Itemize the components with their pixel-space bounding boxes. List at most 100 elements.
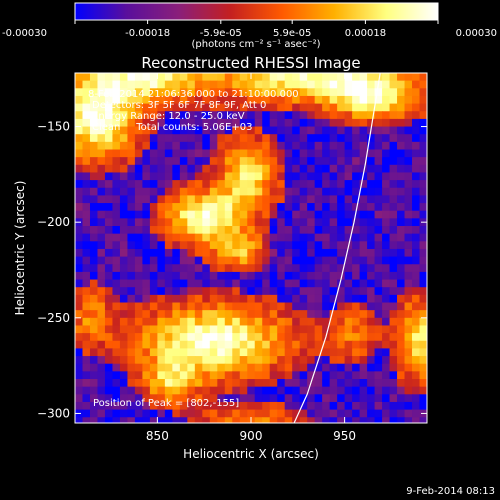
heatmap-cell xyxy=(277,164,286,174)
heatmap-cell xyxy=(344,180,353,189)
heatmap-cell xyxy=(97,180,106,189)
heatmap-cell xyxy=(419,317,427,327)
heatmap-cell xyxy=(224,95,233,105)
heatmap-cell xyxy=(164,386,173,395)
heatmap-cell xyxy=(299,95,308,105)
heatmap-cell xyxy=(352,195,361,204)
heatmap-cell xyxy=(179,379,188,388)
heatmap-cell xyxy=(269,73,278,82)
heatmap-cell xyxy=(104,149,114,158)
heatmap-cell xyxy=(254,180,263,189)
heatmap-cell xyxy=(134,294,143,304)
heatmap-cell xyxy=(134,417,143,423)
heatmap-cell xyxy=(119,141,129,151)
heatmap-cell xyxy=(247,363,256,372)
heatmap-cell xyxy=(397,180,406,189)
heatmap-cell xyxy=(262,386,271,395)
heatmap-cell xyxy=(194,134,203,143)
heatmap-cell xyxy=(412,401,421,411)
heatmap-cell xyxy=(344,149,353,158)
heatmap-cell xyxy=(187,386,196,395)
heatmap-cell xyxy=(247,103,256,112)
heatmap-cell xyxy=(247,241,256,250)
heatmap-cell xyxy=(164,73,173,82)
heatmap-cell xyxy=(299,203,308,212)
heatmap-cell xyxy=(75,271,84,281)
heatmap-cell xyxy=(382,149,391,158)
heatmap-cell xyxy=(322,317,331,327)
heatmap-cell xyxy=(322,88,331,97)
heatmap-cell xyxy=(142,172,151,181)
heatmap-cell xyxy=(404,180,413,189)
heatmap-cell xyxy=(82,149,91,158)
heatmap-cell xyxy=(202,88,211,97)
heatmap-cell xyxy=(262,80,271,89)
heatmap-cell xyxy=(194,241,203,250)
heatmap-cell xyxy=(194,118,203,128)
heatmap-cell xyxy=(374,379,383,388)
heatmap-cell xyxy=(97,157,106,166)
heatmap-cell xyxy=(149,126,158,135)
heatmap-cell xyxy=(404,356,413,365)
heatmap-cell xyxy=(82,73,91,82)
heatmap-cell xyxy=(397,356,406,365)
heatmap-cell xyxy=(299,271,308,281)
heatmap-cell xyxy=(202,141,211,151)
heatmap-cell xyxy=(359,271,368,281)
heatmap-cell xyxy=(194,379,203,388)
heatmap-cell xyxy=(419,333,427,342)
heatmap-cell xyxy=(164,348,173,357)
heatmap-cell xyxy=(134,118,143,128)
heatmap-cell xyxy=(322,348,331,357)
heatmap-cell xyxy=(82,287,91,296)
heatmap-cell xyxy=(224,180,233,189)
heatmap-cell xyxy=(314,317,323,327)
heatmap-cell xyxy=(127,80,136,89)
heatmap-cell xyxy=(247,386,256,395)
heatmap-cell xyxy=(194,317,203,327)
heatmap-cell xyxy=(419,80,427,89)
heatmap-cell xyxy=(149,417,158,423)
heatmap-cell xyxy=(382,95,391,105)
heatmap-cell xyxy=(277,141,286,151)
heatmap-cell xyxy=(172,340,181,350)
heatmap-cell xyxy=(277,409,286,418)
heatmap-cell xyxy=(75,88,84,97)
heatmap-cell xyxy=(119,157,129,166)
heatmap-cell xyxy=(247,187,256,196)
heatmap-cell xyxy=(172,134,181,143)
heatmap-cell xyxy=(179,409,188,418)
heatmap-cell xyxy=(187,157,196,166)
heatmap-cell xyxy=(194,271,203,281)
heatmap-cell xyxy=(97,371,106,380)
heatmap-cell xyxy=(232,180,241,189)
heatmap-cell xyxy=(284,210,293,219)
heatmap-cell xyxy=(149,409,158,418)
heatmap-cell xyxy=(149,187,158,196)
heatmap-cell xyxy=(157,187,166,196)
heatmap-cell xyxy=(194,233,203,242)
heatmap-cell xyxy=(134,149,143,158)
heatmap-cell xyxy=(389,394,398,403)
heatmap-cell xyxy=(119,88,129,97)
heatmap-cell xyxy=(89,409,99,418)
heatmap-cell xyxy=(307,271,316,281)
heatmap-cell xyxy=(157,371,166,380)
heatmap-cell xyxy=(104,287,114,296)
heatmap-cell xyxy=(292,279,301,288)
heatmap-cell xyxy=(344,417,353,423)
heatmap-cell xyxy=(119,126,129,135)
heatmap-cell xyxy=(382,241,391,250)
heatmap-cell xyxy=(292,73,301,82)
heatmap-cell xyxy=(97,164,106,174)
heatmap-cell xyxy=(142,363,151,372)
heatmap-cell xyxy=(337,287,346,296)
heatmap-cell xyxy=(104,126,114,135)
heatmap-cell xyxy=(374,264,383,273)
heatmap-cell xyxy=(217,340,226,350)
heatmap-cell xyxy=(232,356,241,365)
heatmap-cell xyxy=(224,126,233,135)
heatmap-cell xyxy=(239,187,248,196)
heatmap-cell xyxy=(172,88,181,97)
heatmap-cell xyxy=(382,88,391,97)
